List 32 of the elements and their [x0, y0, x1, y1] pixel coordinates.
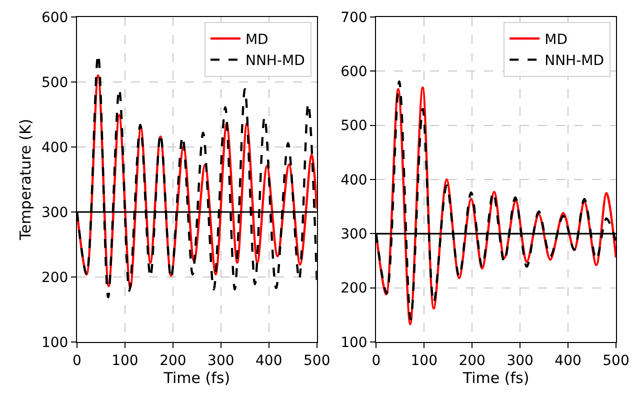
- x-tick-label: 400: [554, 352, 582, 369]
- legend-label: MD: [245, 32, 268, 48]
- y-tick-label: 200: [340, 280, 368, 297]
- y-tick-label: 100: [340, 334, 368, 351]
- y-tick-label: 100: [41, 334, 68, 351]
- x-tick-label: 500: [303, 352, 330, 369]
- y-tick-label: 400: [340, 172, 368, 188]
- legend-label: NNH-MD: [245, 53, 305, 70]
- legend-label: NNH-MD: [544, 53, 604, 70]
- x-tick-label: 200: [160, 352, 186, 369]
- y-tick-label: 400: [41, 140, 68, 156]
- x-tick-label: 0: [72, 352, 82, 369]
- x-axis-title: Time (fs): [462, 368, 530, 387]
- y-tick-label: 500: [41, 74, 68, 91]
- x-tick-label: 300: [506, 352, 534, 369]
- x-tick-label: 400: [256, 352, 282, 369]
- y-tick-label: 200: [41, 270, 68, 286]
- y-tick-label: 700: [340, 10, 368, 26]
- y-tick-label: 600: [340, 64, 368, 80]
- x-tick-label: 200: [458, 352, 486, 369]
- x-tick-label: 0: [372, 352, 381, 369]
- x-axis-title: Time (fs): [162, 368, 230, 387]
- x-tick-label: 100: [410, 352, 438, 369]
- y-tick-label: 600: [41, 10, 68, 26]
- x-tick-label: 300: [208, 352, 234, 369]
- y-tick-label: 300: [340, 226, 368, 243]
- legend-label: MD: [544, 32, 568, 48]
- y-tick-label: 500: [340, 118, 368, 134]
- x-tick-label: 500: [602, 352, 630, 369]
- y-tick-label: 300: [41, 204, 68, 221]
- x-tick-label: 100: [112, 352, 138, 369]
- y-axis-title: Temperature (K): [16, 118, 35, 242]
